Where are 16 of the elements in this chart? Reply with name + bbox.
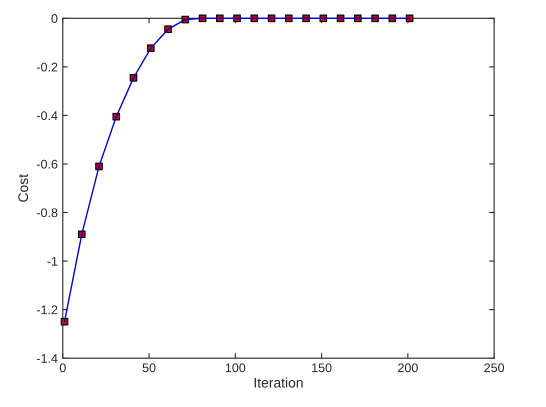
x-tick-label: 150 <box>312 363 332 372</box>
y-tick-label: -0.8 <box>36 208 58 218</box>
y-tick-label: -1.2 <box>36 305 58 314</box>
x-tick-label: 0 <box>60 363 66 372</box>
x-tick-label: 100 <box>226 363 246 372</box>
y-tick-label: -0.4 <box>36 111 58 120</box>
x-axis-title: Iteration <box>254 377 303 388</box>
y-tick-label: -0.6 <box>36 160 58 169</box>
y-axis-title: Cost <box>18 174 28 202</box>
y-tick-label: -1.4 <box>36 354 58 363</box>
x-tick-label: 200 <box>398 363 418 372</box>
y-tick-label: -0.2 <box>36 62 58 72</box>
y-tick-label: 0 <box>51 14 58 23</box>
y-tick-label: -1 <box>47 256 58 266</box>
x-tick-label: 50 <box>142 363 156 372</box>
x-tick-label: 250 <box>484 363 504 372</box>
